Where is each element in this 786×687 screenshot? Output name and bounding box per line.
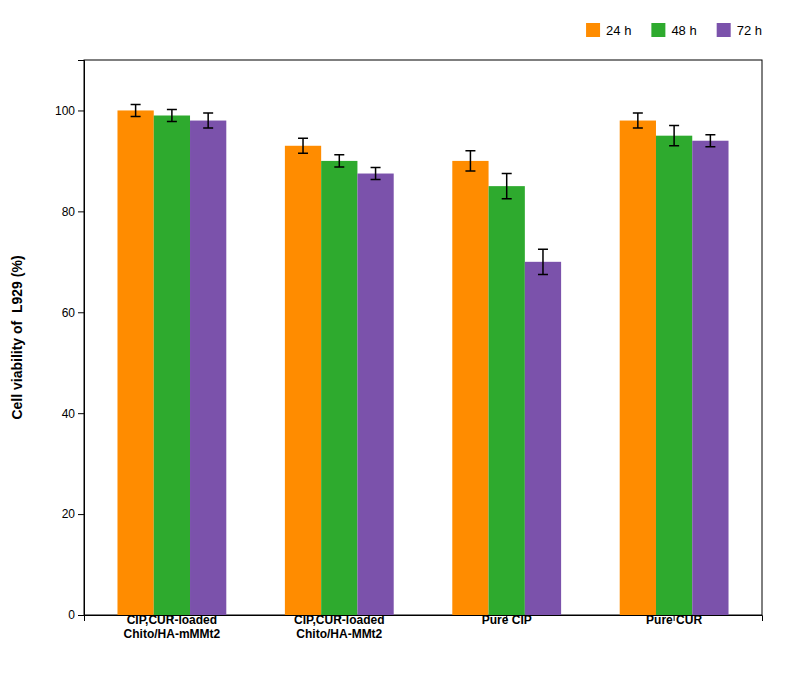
- plot-frame: [84, 60, 762, 615]
- bar: [285, 146, 321, 615]
- bar: [117, 110, 153, 615]
- error-bar: [465, 151, 475, 171]
- y-tick-label: 80: [62, 205, 76, 219]
- legend-item: 48 h: [651, 23, 696, 38]
- bar: [357, 174, 393, 615]
- marks: [117, 104, 728, 615]
- bar-series: [154, 109, 692, 615]
- x-tick: Pure CIP: [482, 613, 532, 627]
- x-tick: CIP,CUR-loadedChito/HA-MMt2: [294, 613, 384, 641]
- bar: [656, 136, 692, 615]
- error-bar: [538, 249, 548, 274]
- error-bar: [203, 113, 213, 128]
- bar: [190, 121, 226, 615]
- plot: 020406080100CIP,CUR-loadedChito/HA-mMMt2…: [9, 60, 763, 641]
- legend-swatch: [717, 23, 731, 37]
- legend-swatch: [651, 23, 665, 37]
- legend-item: 24 h: [586, 23, 631, 38]
- x-tick-label-line: Chito/HA-MMt2: [296, 627, 382, 641]
- y-tick-mark: [78, 615, 84, 616]
- legend-label: 48 h: [671, 23, 696, 38]
- bar: [525, 262, 561, 615]
- legend-label: 24 h: [606, 23, 631, 38]
- y-tick: 0: [68, 608, 84, 622]
- error-bar: [705, 135, 715, 147]
- y-tick-label: 0: [68, 608, 75, 622]
- x-tick-label-line: Pure CIP: [482, 613, 532, 627]
- y-tick-mark: [78, 110, 84, 111]
- x-tick-label: CIP,CUR-loadedChito/HA-mMMt2: [124, 613, 221, 641]
- y-tick-mark: [78, 413, 84, 414]
- y-tick-label: 100: [55, 104, 75, 118]
- error-bar: [131, 104, 141, 116]
- legend-label: 72 h: [737, 23, 762, 38]
- y-axis: 0 20 40 60 80 100: [55, 61, 85, 623]
- x-tick-label: Pure CUR: [646, 613, 702, 627]
- bar: [489, 186, 525, 615]
- legend-item: 72 h: [717, 23, 762, 38]
- y-tick: 100: [55, 104, 84, 118]
- error-bar: [334, 155, 344, 167]
- bar: [321, 161, 357, 615]
- bar-series: [190, 113, 728, 615]
- y-tick-mark: [78, 514, 84, 515]
- y-axis-line: [78, 61, 85, 616]
- x-tick-label-line: CIP,CUR-loaded: [127, 613, 217, 627]
- x-tick-label-line: Chito/HA-mMMt2: [124, 627, 221, 641]
- y-tick-label: 40: [62, 407, 76, 421]
- x-tick: Pure CUR: [646, 613, 702, 627]
- x-tick-label: CIP,CUR-loadedChito/HA-MMt2: [294, 613, 384, 641]
- error-bar: [167, 109, 177, 121]
- bar: [620, 121, 656, 615]
- error-bar: [633, 113, 643, 128]
- y-tick-label: 20: [62, 507, 76, 521]
- y-tick: 80: [62, 205, 84, 219]
- y-tick: 40: [62, 407, 84, 421]
- error-bar: [371, 167, 381, 179]
- y-tick-mark: [78, 312, 84, 313]
- x-tick-label-line: CIP,CUR-loaded: [294, 613, 384, 627]
- x-axis: CIP,CUR-loadedChito/HA-mMMt2CIP,CUR-load…: [85, 613, 763, 641]
- y-tick: 60: [62, 306, 84, 320]
- bar: [692, 141, 728, 615]
- y-tick-label: 60: [62, 306, 76, 320]
- bar: [452, 161, 488, 615]
- error-bar: [298, 138, 308, 153]
- chart: 020406080100CIP,CUR-loadedChito/HA-mMMt2…: [0, 0, 786, 687]
- y-tick-mark: [78, 211, 84, 212]
- legend-swatch: [586, 23, 600, 37]
- x-tick-label: Pure CIP: [482, 613, 532, 627]
- bar: [154, 116, 190, 616]
- x-tick: CIP,CUR-loadedChito/HA-mMMt2: [124, 613, 221, 641]
- error-bar: [502, 174, 512, 199]
- y-tick: 20: [62, 507, 84, 521]
- error-bar: [669, 126, 679, 146]
- bar-series: [117, 104, 655, 615]
- legend: 24 h 48 h 72 h: [586, 23, 762, 38]
- y-axis-title: Cell viability of L929 (%): [9, 255, 25, 419]
- x-tick-label-line: Pure CUR: [646, 613, 702, 627]
